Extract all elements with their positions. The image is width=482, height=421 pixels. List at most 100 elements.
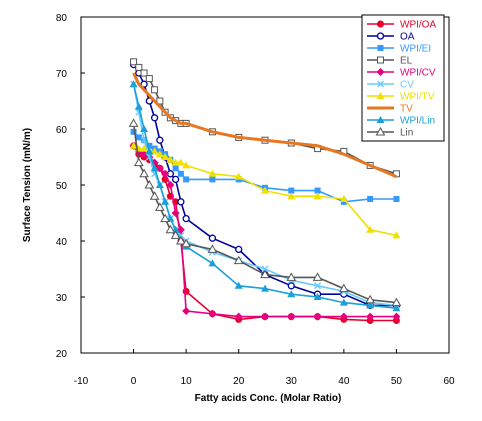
data-point-wpi-ei bbox=[183, 176, 190, 183]
data-point-wpi-ei bbox=[314, 187, 321, 194]
data-point-wpi-tv bbox=[261, 186, 269, 194]
legend-label: WPI/CV bbox=[400, 68, 436, 79]
data-point-wpi-ei bbox=[172, 165, 179, 172]
y-tick-label: 50 bbox=[56, 181, 68, 192]
legend-label: WPI/TV bbox=[400, 92, 435, 103]
legend-label: WPI/EI bbox=[400, 44, 431, 55]
data-point-wpi-lin bbox=[234, 281, 243, 289]
data-point-wpi-cv bbox=[166, 181, 175, 189]
x-tick-label: -10 bbox=[74, 376, 89, 387]
data-point-lin bbox=[133, 157, 144, 167]
data-point-wpi-lin bbox=[208, 259, 217, 267]
data-point-oa bbox=[177, 198, 185, 206]
data-point-wpi-lin bbox=[155, 181, 164, 188]
legend-item-wpi-tv: WPI/TV bbox=[367, 92, 435, 103]
data-point-wpi-lin bbox=[366, 301, 375, 309]
data-point-wpi-cv bbox=[208, 309, 217, 318]
data-point-wpi-tv bbox=[182, 161, 191, 169]
data-point-lin bbox=[260, 269, 270, 279]
data-point-wpi-lin bbox=[261, 284, 269, 292]
data-point-lin bbox=[176, 235, 186, 245]
data-point-wpi-tv bbox=[208, 169, 217, 177]
data-point-wpi-lin bbox=[145, 147, 154, 155]
data-point-wpi-lin bbox=[161, 197, 170, 205]
data-point-oa bbox=[182, 214, 190, 223]
data-point-wpi-lin bbox=[150, 164, 159, 172]
data-point-lin bbox=[286, 272, 297, 281]
legend-item-wpi-oa: WPI/OA bbox=[367, 20, 436, 31]
x-tick-label: 30 bbox=[286, 376, 298, 387]
data-point-oa bbox=[287, 282, 295, 290]
data-point-oa bbox=[208, 234, 217, 242]
data-point-el bbox=[140, 69, 148, 77]
data-point-lin bbox=[338, 283, 349, 293]
data-point-wpi-tv bbox=[339, 195, 348, 202]
data-point-wpi-tv bbox=[171, 158, 180, 166]
legend-marker bbox=[377, 80, 384, 88]
series-line-tv bbox=[132, 72, 397, 178]
data-point-wpi-ei bbox=[146, 142, 153, 149]
data-point-wpi-tv bbox=[234, 172, 243, 180]
data-point-wpi-ei bbox=[177, 170, 184, 177]
data-point-lin bbox=[312, 272, 323, 281]
x-tick-label: 60 bbox=[443, 376, 455, 387]
x-tick-label: 10 bbox=[181, 376, 193, 387]
legend-item-el: EL bbox=[367, 56, 413, 67]
x-tick-label: 20 bbox=[233, 376, 245, 387]
data-point-wpi-tv bbox=[161, 153, 170, 160]
data-point-lin bbox=[128, 118, 139, 127]
data-point-wpi-ei bbox=[393, 196, 400, 202]
legend-item-tv: TV bbox=[367, 104, 413, 115]
legend-marker bbox=[375, 126, 386, 136]
data-point-oa bbox=[156, 136, 164, 144]
data-point-wpi-ei bbox=[130, 128, 137, 135]
legend-label: WPI/OA bbox=[400, 20, 436, 31]
data-point-wpi-cv bbox=[339, 312, 348, 321]
legend-item-cv: CV bbox=[367, 80, 414, 91]
data-point-el bbox=[145, 75, 153, 83]
y-tick-label: 40 bbox=[56, 237, 68, 248]
data-point-el bbox=[156, 97, 164, 105]
data-point-wpi-cv bbox=[366, 312, 375, 321]
data-point-lin bbox=[149, 191, 160, 200]
data-point-wpi-tv bbox=[366, 225, 375, 233]
legend-marker bbox=[377, 56, 384, 64]
data-point-cv bbox=[314, 282, 322, 290]
data-point-el bbox=[130, 58, 138, 66]
x-axis-title: Fatty acids Conc. (Molar Ratio) bbox=[195, 393, 342, 404]
legend-item-wpi-lin: WPI/Lin bbox=[367, 116, 435, 127]
data-point-lin bbox=[233, 255, 244, 265]
legend-marker bbox=[376, 68, 385, 76]
y-tick-label: 80 bbox=[56, 13, 68, 24]
data-point-oa bbox=[235, 245, 243, 254]
data-point-wpi-tv bbox=[155, 150, 164, 158]
data-point-wpi-tv bbox=[150, 147, 159, 155]
data-point-lin bbox=[154, 202, 165, 211]
data-point-wpi-ei bbox=[209, 176, 216, 183]
data-point-wpi-lin bbox=[392, 304, 401, 312]
series-tv bbox=[132, 72, 397, 178]
legend-item-oa: OA bbox=[367, 32, 415, 43]
y-tick-label: 60 bbox=[56, 125, 68, 136]
data-point-wpi-cv bbox=[171, 209, 180, 217]
data-point-cv bbox=[261, 265, 269, 273]
data-point-el bbox=[135, 63, 143, 71]
legend-marker bbox=[377, 20, 384, 28]
legend-label: WPI/Lin bbox=[400, 116, 435, 127]
data-point-wpi-tv bbox=[392, 231, 401, 239]
series-wpi-tv bbox=[129, 141, 401, 239]
legend-item-wpi-cv: WPI/CV bbox=[367, 68, 436, 79]
data-point-oa bbox=[140, 80, 148, 88]
data-point-wpi-tv bbox=[166, 155, 175, 163]
legend-item-lin: Lin bbox=[367, 126, 413, 139]
data-point-lin bbox=[391, 297, 402, 307]
y-axis-title: Surface Tension (mN/m) bbox=[22, 128, 33, 242]
data-point-wpi-lin bbox=[134, 102, 143, 110]
data-point-wpi-cv bbox=[313, 312, 322, 321]
data-point-oa bbox=[171, 175, 180, 184]
data-point-lin bbox=[365, 294, 376, 304]
data-point-wpi-tv bbox=[129, 141, 138, 149]
data-point-lin bbox=[139, 168, 149, 178]
data-point-wpi-cv bbox=[140, 150, 149, 159]
